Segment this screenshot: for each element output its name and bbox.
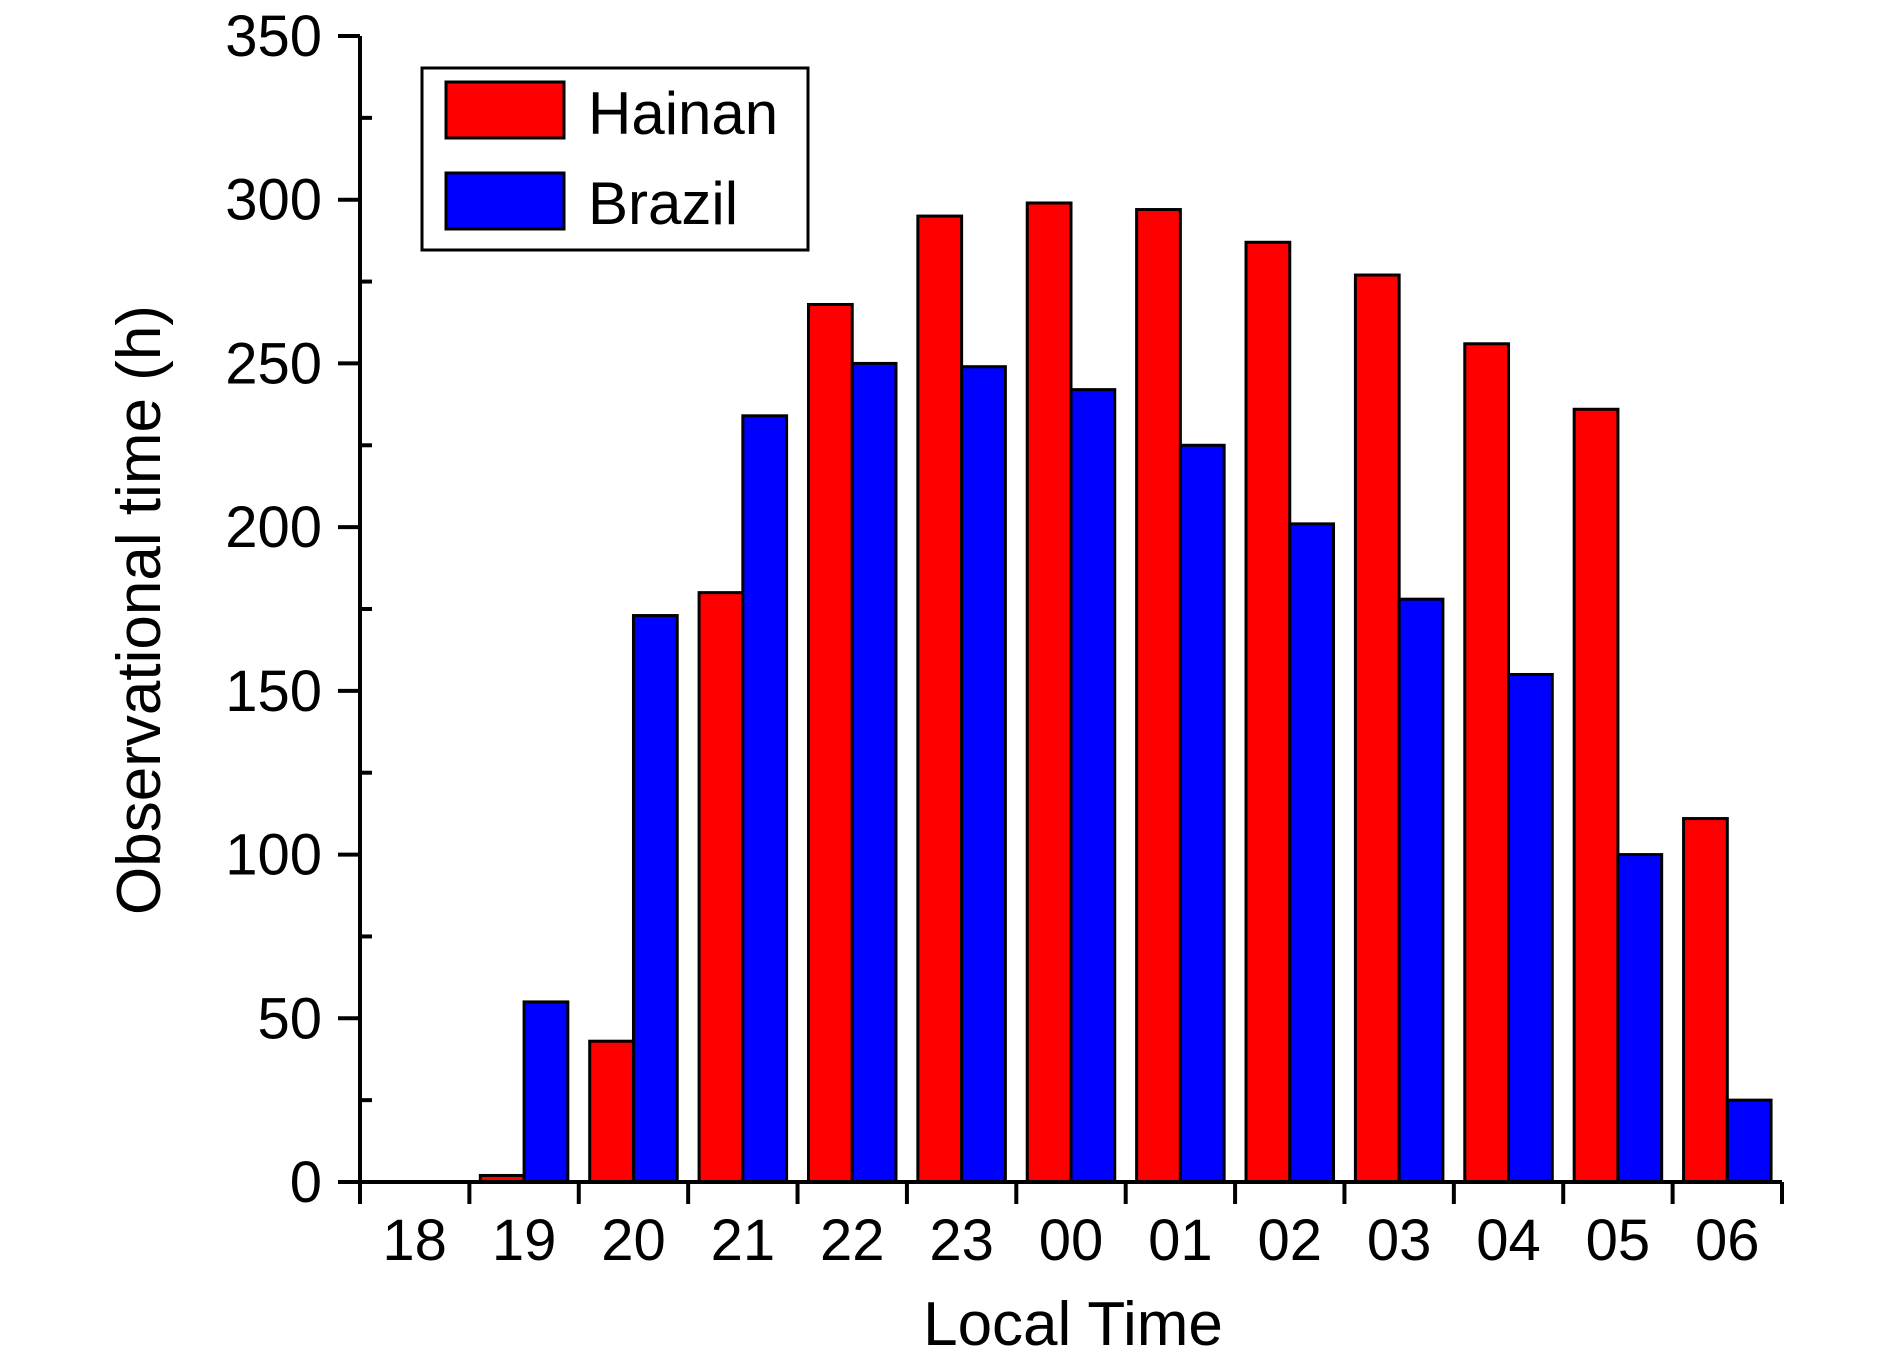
x-tick-label-02: 02 xyxy=(1258,1208,1323,1273)
bar-brazil-01 xyxy=(1178,443,1226,1184)
x-tick-label-05: 05 xyxy=(1586,1208,1651,1273)
x-tick-label-01: 01 xyxy=(1148,1208,1213,1273)
legend-swatch-brazil xyxy=(444,171,566,231)
x-tick-label-19: 19 xyxy=(492,1208,557,1273)
bar-hainan-04 xyxy=(1463,342,1511,1184)
y-tick-label-350: 350 xyxy=(225,4,322,69)
bar-brazil-05 xyxy=(1616,853,1664,1184)
axes-group xyxy=(338,34,1784,1204)
bar-brazil-22 xyxy=(850,361,898,1184)
x-tick-label-22: 22 xyxy=(820,1208,885,1273)
y-tick-label-250: 250 xyxy=(225,331,322,396)
y-tick-label-300: 300 xyxy=(225,168,322,233)
bar-brazil-20 xyxy=(631,614,679,1184)
bar-hainan-06 xyxy=(1682,817,1729,1184)
bar-brazil-06 xyxy=(1725,1098,1773,1184)
x-tick-label-20: 20 xyxy=(601,1208,666,1273)
y-tick-label-200: 200 xyxy=(225,495,322,560)
bar-hainan-00 xyxy=(1025,201,1073,1184)
y-tick-labels: 0 50 100 150 200 250 300 350 xyxy=(225,4,322,1215)
x-tick-label-18: 18 xyxy=(382,1208,447,1273)
y-tick-label-150: 150 xyxy=(225,659,322,724)
y-tick-label-0: 0 xyxy=(290,1150,322,1215)
x-tick-label-23: 23 xyxy=(929,1208,994,1273)
x-tick-label-21: 21 xyxy=(711,1208,776,1273)
x-axis-title: Local Time xyxy=(923,1290,1223,1359)
x-tick-labels: 18 19 20 21 22 23 00 01 02 03 04 05 06 xyxy=(382,1208,1759,1273)
bar-hainan-01 xyxy=(1135,208,1182,1184)
bar-hainan-23 xyxy=(916,214,964,1184)
bar-hainan-02 xyxy=(1244,240,1292,1184)
bar-hainan-03 xyxy=(1353,273,1401,1184)
y-tick-label-100: 100 xyxy=(225,823,322,888)
bar-hainan-21 xyxy=(697,591,745,1184)
bar-hainan-20 xyxy=(588,1039,635,1184)
legend-label-hainan: Hainan xyxy=(588,80,778,147)
x-tick-label-06: 06 xyxy=(1695,1208,1760,1273)
bar-brazil-03 xyxy=(1397,597,1445,1184)
legend: Hainan Brazil xyxy=(420,66,810,252)
y-tick-label-50: 50 xyxy=(257,986,322,1051)
bar-brazil-21 xyxy=(741,414,789,1184)
legend-label-brazil: Brazil xyxy=(588,170,738,237)
bar-brazil-23 xyxy=(960,365,1007,1184)
x-tick-label-04: 04 xyxy=(1476,1208,1541,1273)
x-tick-label-00: 00 xyxy=(1039,1208,1104,1273)
bars-group xyxy=(478,201,1773,1184)
x-tick-label-03: 03 xyxy=(1367,1208,1432,1273)
bar-hainan-05 xyxy=(1572,407,1620,1184)
bar-hainan-22 xyxy=(806,302,854,1184)
y-axis-title: Observational time (h) xyxy=(105,305,174,915)
bar-brazil-00 xyxy=(1069,388,1117,1184)
bar-brazil-19 xyxy=(522,1000,570,1184)
bar-brazil-04 xyxy=(1507,672,1554,1184)
legend-swatch-hainan xyxy=(444,80,566,140)
bar-brazil-02 xyxy=(1288,522,1336,1184)
